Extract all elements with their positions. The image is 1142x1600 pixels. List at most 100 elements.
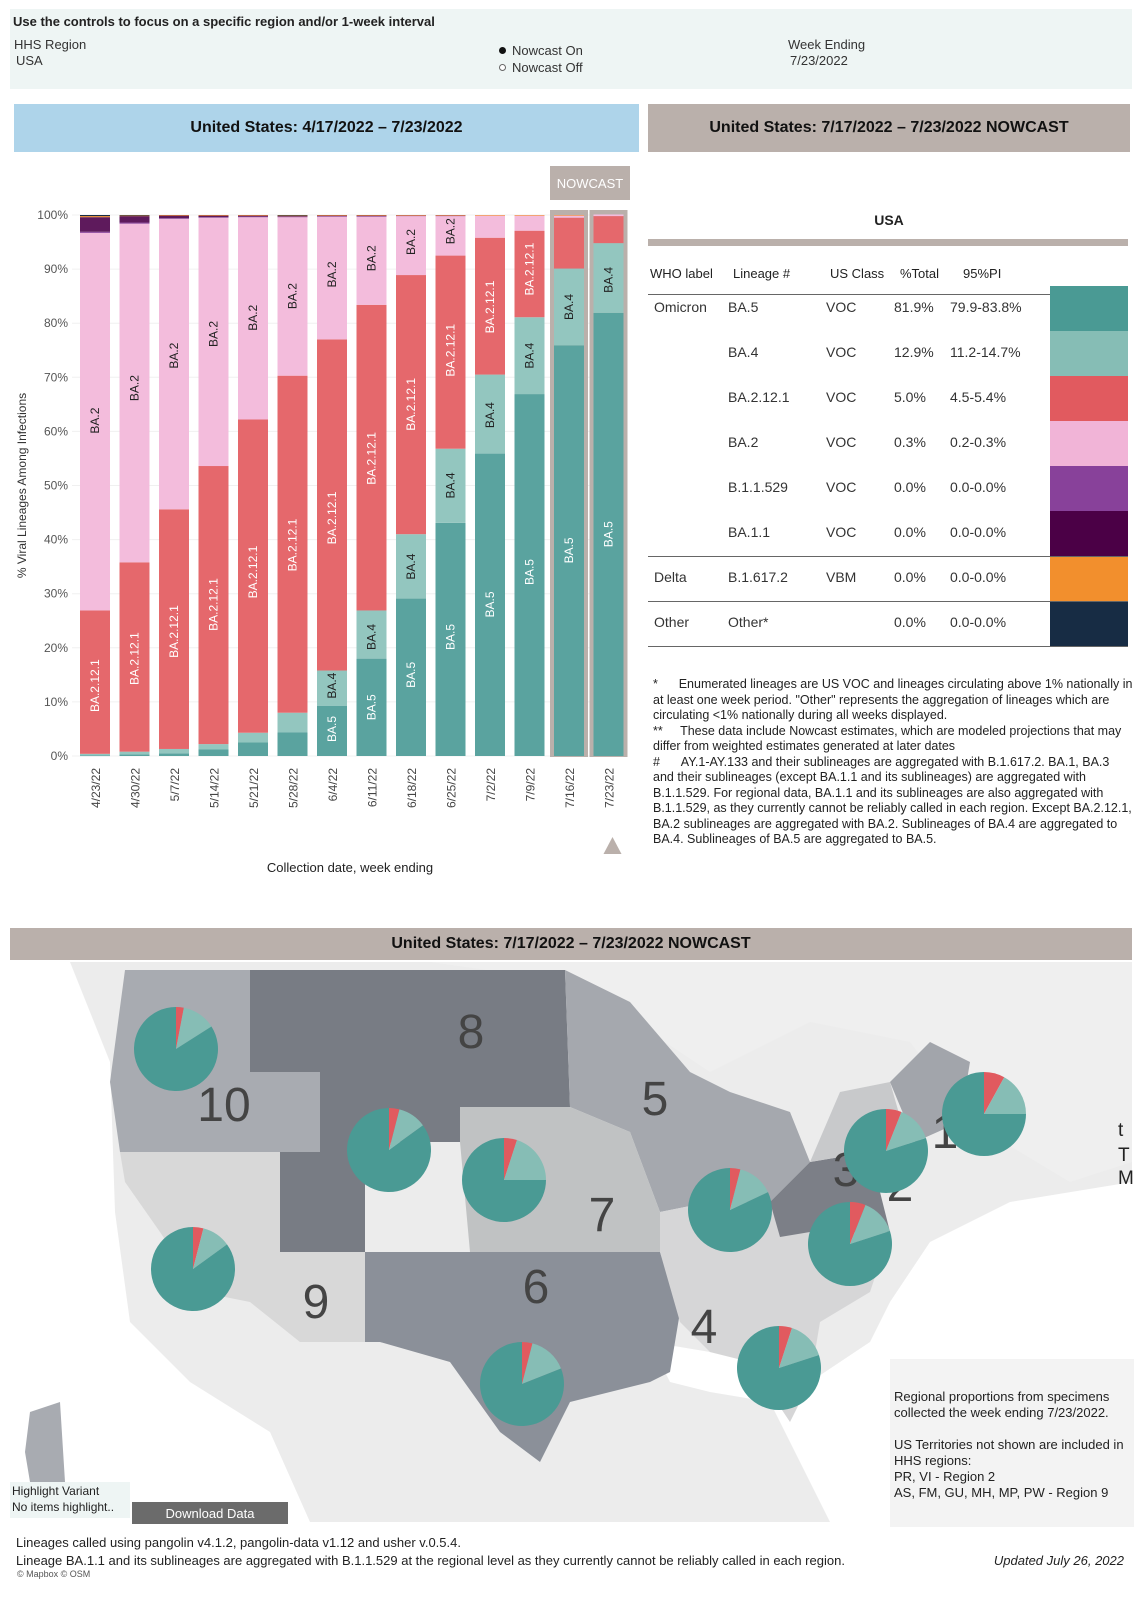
legend-swatch[interactable] bbox=[1050, 331, 1128, 376]
bar-segment-b-1-617-2[interactable] bbox=[80, 216, 110, 218]
bar-segment-ba-2[interactable] bbox=[159, 218, 189, 510]
nowcast-off-radio[interactable]: Nowcast Off bbox=[499, 60, 583, 75]
bar-segment-ba-2-12-1[interactable] bbox=[475, 237, 505, 375]
bar-segment-ba-1-1[interactable] bbox=[238, 215, 268, 217]
legend-swatch[interactable] bbox=[1050, 601, 1128, 646]
legend-swatch[interactable] bbox=[1050, 466, 1128, 511]
bar-segment-ba-2[interactable] bbox=[198, 217, 229, 467]
bar-segment-ba-5[interactable] bbox=[593, 312, 624, 756]
bar-segment-other[interactable] bbox=[80, 215, 110, 217]
bar-segment-ba-4[interactable] bbox=[356, 610, 387, 659]
bar-segment-ba-2[interactable] bbox=[317, 216, 347, 340]
region-6-pie-slice-ba-4[interactable] bbox=[522, 1343, 562, 1384]
bar-segment-ba-5[interactable] bbox=[277, 732, 308, 756]
region-7-pie-slice-ba-5[interactable] bbox=[462, 1138, 546, 1222]
bar-segment-ba-4[interactable] bbox=[159, 748, 189, 754]
bar-segment-ba-5[interactable] bbox=[80, 755, 110, 757]
region-10-pie-slice-ba-4[interactable] bbox=[176, 1007, 212, 1049]
legend-swatch[interactable] bbox=[1050, 286, 1128, 331]
bar-segment-ba-2-12-1[interactable] bbox=[119, 562, 150, 752]
bar-segment-ba-5[interactable] bbox=[238, 742, 268, 756]
region-1-pie-slice-ba-4[interactable] bbox=[886, 1111, 926, 1151]
region-9-pie-slice-ba-4[interactable] bbox=[193, 1228, 227, 1269]
region-5-pie-slice-ba-2-12-1[interactable] bbox=[730, 1168, 741, 1210]
region-9-pie-slice-ba-2-12-1[interactable] bbox=[193, 1227, 204, 1269]
bar-segment-ba-4[interactable] bbox=[277, 712, 308, 733]
bar-segment-ba-2-12-1[interactable] bbox=[80, 610, 110, 754]
region-6-pie-slice-ba-5[interactable] bbox=[479, 1342, 564, 1426]
legend-swatch[interactable] bbox=[1050, 376, 1128, 421]
bar-segment-ba-4[interactable] bbox=[593, 243, 624, 313]
bar-segment-b-1-617-2[interactable] bbox=[475, 215, 505, 216]
bar-segment-b-1-1-529[interactable] bbox=[198, 217, 229, 218]
bar-segment-ba-1-1[interactable] bbox=[277, 216, 308, 217]
bar-segment-ba-1-1[interactable] bbox=[198, 215, 229, 218]
legend-swatch[interactable] bbox=[1050, 511, 1128, 556]
bar-segment-ba-2-12-1[interactable] bbox=[198, 466, 229, 745]
region-10-pie-slice-ba-5[interactable] bbox=[134, 1007, 219, 1091]
bar-segment-ba-2-12-1[interactable] bbox=[277, 375, 308, 713]
region-7-pie-slice-ba-2-12-1[interactable] bbox=[504, 1138, 517, 1180]
bar-segment-ba-2-12-1[interactable] bbox=[396, 275, 426, 535]
bar-segment-b-1-617-2[interactable] bbox=[159, 215, 189, 216]
region-3-pie-slice-ba-4[interactable] bbox=[984, 1077, 1026, 1114]
bar-segment-ba-4[interactable] bbox=[475, 374, 505, 454]
nowcast-on-radio[interactable]: Nowcast On bbox=[499, 43, 583, 58]
region-8-pie-slice-ba-5[interactable] bbox=[346, 1108, 431, 1192]
bar-segment-ba-5[interactable] bbox=[317, 705, 347, 756]
selected-week-marker-icon[interactable] bbox=[603, 837, 622, 854]
download-data-button[interactable]: Download Data bbox=[132, 1502, 288, 1524]
region-select[interactable]: USA bbox=[16, 53, 43, 68]
bar-segment-ba-2[interactable] bbox=[435, 216, 466, 256]
bar-segment-b-1-617-2[interactable] bbox=[277, 215, 308, 217]
legend-swatch[interactable] bbox=[1050, 421, 1128, 466]
bar-segment-ba-5[interactable] bbox=[514, 394, 545, 756]
region-8-pie-slice-ba-4[interactable] bbox=[389, 1109, 423, 1150]
bar-segment-ba-5[interactable] bbox=[435, 522, 466, 756]
bar-segment-ba-4[interactable] bbox=[80, 753, 110, 756]
bar-segment-b-1-617-2[interactable] bbox=[238, 215, 268, 216]
bar-segment-ba-2-12-1[interactable] bbox=[159, 509, 189, 749]
bar-segment-ba-1-1[interactable] bbox=[356, 215, 387, 217]
region-1-pie-slice-ba-2-12-1[interactable] bbox=[886, 1109, 902, 1151]
bar-segment-ba-4[interactable] bbox=[119, 751, 150, 755]
bar-segment-ba-2[interactable] bbox=[356, 216, 387, 305]
bar-segment-ba-4[interactable] bbox=[198, 744, 229, 750]
bar-segment-ba-2[interactable] bbox=[593, 214, 624, 217]
region-9-area[interactable] bbox=[120, 1152, 365, 1342]
bar-segment-b-1-617-2[interactable] bbox=[396, 215, 426, 216]
bar-segment-ba-1-1[interactable] bbox=[119, 216, 150, 223]
region-8-pie-slice-ba-2-12-1[interactable] bbox=[389, 1108, 400, 1150]
region-6-pie-slice-ba-2-12-1[interactable] bbox=[522, 1342, 533, 1384]
bar-segment-b-1-617-2[interactable] bbox=[317, 215, 347, 216]
bar-segment-other[interactable] bbox=[119, 215, 150, 216]
region-4-pie-slice-ba-4[interactable] bbox=[779, 1328, 819, 1368]
bar-segment-ba-2[interactable] bbox=[119, 223, 150, 563]
region-5-pie-slice-ba-5[interactable] bbox=[688, 1168, 773, 1252]
region-4-pie-slice-ba-2-12-1[interactable] bbox=[779, 1326, 792, 1368]
region-2-pie-slice-ba-5[interactable] bbox=[808, 1202, 892, 1286]
bar-segment-b-1-1-529[interactable] bbox=[435, 215, 466, 217]
bar-segment-b-1-1-529[interactable] bbox=[317, 216, 347, 217]
highlight-variant-value[interactable]: No items highlight.. bbox=[12, 1500, 115, 1514]
bar-segment-ba-1-1[interactable] bbox=[317, 215, 347, 217]
region-10-pie-slice-ba-2-12-1[interactable] bbox=[176, 1007, 184, 1049]
region-1-pie-slice-ba-5[interactable] bbox=[844, 1109, 928, 1193]
bar-segment-ba-2-12-1[interactable] bbox=[356, 304, 387, 611]
bar-segment-b-1-617-2[interactable] bbox=[198, 215, 229, 216]
bar-segment-ba-1-1[interactable] bbox=[159, 215, 189, 219]
bar-segment-other[interactable] bbox=[277, 215, 308, 216]
region-2-pie-slice-ba-4[interactable] bbox=[850, 1204, 890, 1244]
bar-segment-ba-2[interactable] bbox=[277, 217, 308, 376]
bar-segment-ba-2-12-1[interactable] bbox=[435, 255, 466, 449]
region-4-pie-slice-ba-5[interactable] bbox=[737, 1326, 822, 1410]
bar-segment-ba-1-1[interactable] bbox=[80, 217, 110, 232]
bar-segment-b-1-1-529[interactable] bbox=[277, 216, 308, 218]
region-9-pie-slice-ba-5[interactable] bbox=[151, 1227, 235, 1311]
bar-segment-b-1-617-2[interactable] bbox=[119, 215, 150, 217]
map-attribution[interactable]: © Mapbox © OSM bbox=[17, 1569, 91, 1579]
bar-segment-ba-2-12-1[interactable] bbox=[554, 217, 584, 269]
bar-segment-b-1-1-529[interactable] bbox=[238, 216, 268, 218]
bar-segment-b-1-617-2[interactable] bbox=[554, 215, 584, 216]
bar-segment-ba-2[interactable] bbox=[514, 215, 545, 231]
